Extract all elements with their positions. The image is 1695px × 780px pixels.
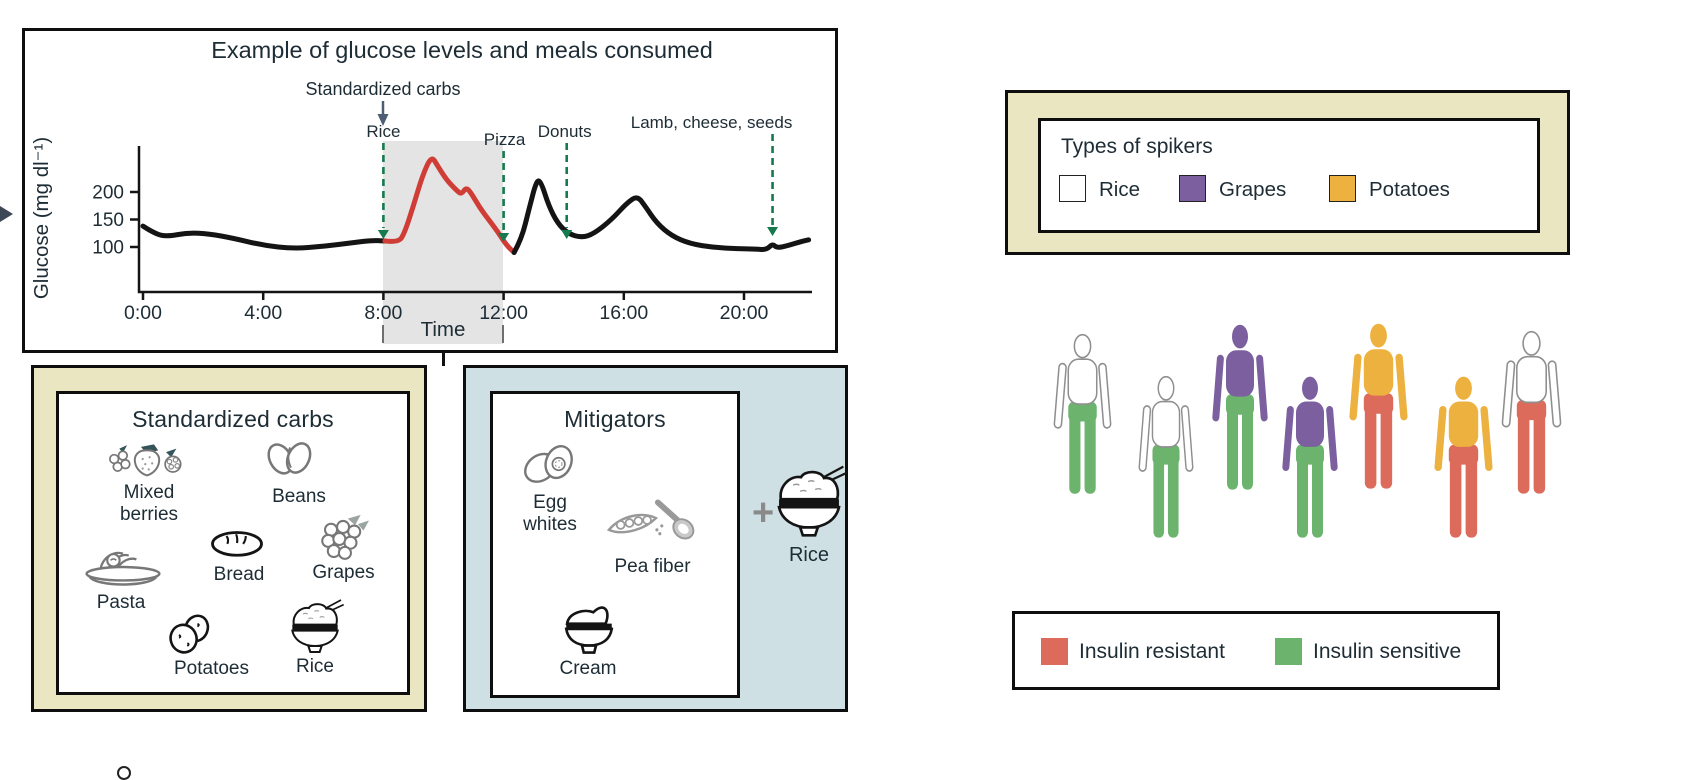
pasta-icon	[85, 551, 161, 586]
standardized-carbs-inner-box: Standardized carbs Mixed berries Beans	[56, 391, 410, 695]
grapes-icon	[321, 514, 369, 560]
person-figure-potatoes-resistant	[1349, 323, 1408, 489]
rice-bowl-icon	[777, 465, 848, 537]
y-axis-label: Glucose (mg dl⁻¹)	[30, 137, 53, 299]
item-label: Cream	[559, 658, 617, 679]
glucose-chart: 200 150 100 0:00 4:00 8:00 12:00 16:00 20:00 Ric…	[22, 28, 838, 353]
item-label: Beans	[272, 486, 326, 507]
types-of-spikers-inner-box: Types of spikers Rice Grapes Potatoes	[1038, 118, 1540, 233]
spikers-title: Types of spikers	[1061, 135, 1213, 158]
pea-fiber-icon	[606, 499, 695, 540]
svg-text:0:00: 0:00	[124, 302, 162, 324]
svg-text:100: 100	[92, 238, 124, 259]
egg-whites-icon	[524, 445, 573, 483]
item-label: Bread	[213, 564, 265, 585]
svg-text:16:00: 16:00	[599, 302, 648, 324]
rice-bowl-icon	[291, 599, 345, 653]
svg-text:Lamb, cheese, seeds: Lamb, cheese, seeds	[631, 113, 793, 132]
cream-icon	[564, 606, 614, 654]
item-label: Rice	[295, 656, 334, 677]
item-label: Mixed berries	[119, 482, 179, 526]
svg-text:20:00: 20:00	[720, 302, 769, 324]
mitigators-title: Mitigators	[564, 406, 666, 432]
cropped-caption-glyph	[117, 766, 131, 780]
svg-text:4:00: 4:00	[244, 302, 282, 324]
item-label: Grapes	[312, 562, 375, 583]
svg-text:8:00: 8:00	[364, 302, 402, 324]
item-label: Pea fiber	[614, 556, 691, 577]
spiker-label: Rice	[1099, 178, 1141, 201]
svg-text:Pizza: Pizza	[484, 130, 526, 149]
insulin-resistant-swatch	[1041, 638, 1068, 665]
svg-text:Rice: Rice	[366, 122, 400, 141]
person-figure-rice-resistant	[1501, 330, 1562, 494]
grapes-swatch	[1179, 175, 1206, 202]
standardized-carbs-title: Standardized carbs	[132, 406, 334, 432]
beans-icon	[267, 442, 312, 475]
meal-annotations: Rice Pizza Donuts Lamb, cheese, seeds	[366, 113, 792, 242]
rice-label: Rice	[788, 544, 829, 566]
axes	[137, 146, 812, 294]
x-axis-label: Time	[421, 318, 466, 341]
bread-icon	[211, 531, 263, 557]
person-figure-rice-sensitive	[1138, 375, 1194, 538]
types-of-spikers-panel: Types of spikers Rice Grapes Potatoes	[1005, 90, 1570, 255]
svg-text:12:00: 12:00	[479, 302, 528, 324]
pointer-label: Standardized carbs	[305, 79, 460, 99]
item-label: Egg whites	[523, 492, 577, 536]
chart-title: Example of glucose levels and meals cons…	[211, 37, 713, 63]
plus-sign: +	[752, 492, 775, 534]
glucose-curve	[140, 156, 812, 255]
insulin-sensitive-swatch	[1275, 638, 1302, 665]
pointer-arrowhead-icon	[377, 114, 389, 126]
mitigators-inner-box: Mitigators Egg whites Pea fiber Cream	[490, 391, 740, 698]
mitigators-panel: Mitigators Egg whites Pea fiber Cream +	[463, 365, 848, 712]
spiker-label: Potatoes	[1369, 178, 1450, 201]
potatoes-icon	[169, 614, 210, 654]
potatoes-swatch	[1329, 175, 1356, 202]
svg-text:Donuts: Donuts	[538, 122, 592, 141]
person-figure-grapes-sensitive	[1212, 324, 1268, 490]
svg-text:200: 200	[92, 183, 124, 204]
item-label: Potatoes	[174, 658, 249, 679]
cursor-arrow-icon	[0, 206, 13, 222]
person-figure-potatoes-resistant	[1434, 376, 1493, 538]
spiker-label: Grapes	[1219, 178, 1287, 201]
person-figure-rice-sensitive	[1053, 333, 1112, 494]
standardized-carbs-panel: Standardized carbs Mixed berries Beans	[31, 365, 427, 712]
rice-swatch	[1059, 175, 1086, 202]
item-label: Pasta	[96, 592, 146, 613]
mixed-berries-icon	[109, 444, 182, 477]
axis-ticks: 200 150 100 0:00 4:00 8:00 12:00 16:00 20:00	[92, 183, 768, 325]
person-figure-grapes-sensitive	[1282, 376, 1338, 538]
insulin-legend-panel: Insulin resistant Insulin sensitive	[1012, 611, 1500, 690]
insulin-sensitive-label: Insulin sensitive	[1313, 640, 1462, 663]
svg-text:150: 150	[92, 210, 124, 231]
insulin-resistant-label: Insulin resistant	[1079, 640, 1225, 663]
chart-to-boxes-connector	[442, 352, 445, 366]
